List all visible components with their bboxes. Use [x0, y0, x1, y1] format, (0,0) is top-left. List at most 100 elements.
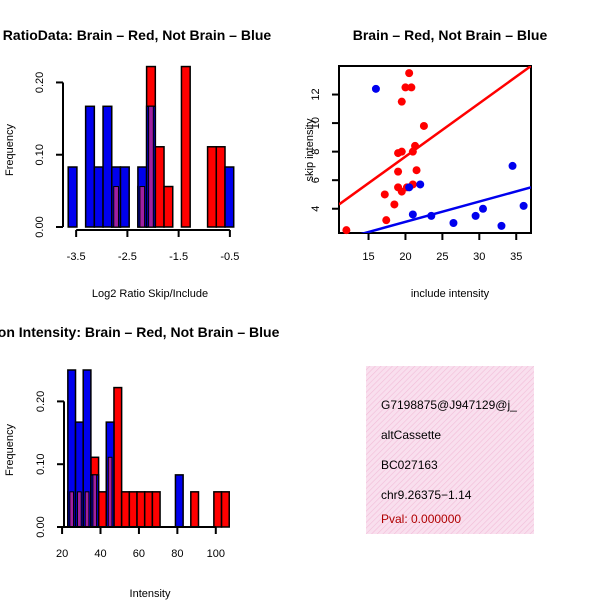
bar-not-brain — [67, 166, 78, 228]
accession-text: BC027163 — [381, 458, 438, 472]
fit-line-not-brain — [360, 186, 531, 233]
point-brain — [394, 183, 403, 192]
x-tick-label: 100 — [207, 548, 225, 560]
point-brain — [412, 166, 421, 175]
point-not-brain — [497, 221, 506, 230]
y-tick-label: 12 — [310, 88, 322, 100]
bar-brain — [190, 491, 200, 528]
y-axis-label: Frequency — [4, 124, 16, 176]
point-brain — [411, 141, 420, 150]
point-not-brain — [408, 210, 417, 219]
y-tick-label: 8 — [310, 149, 322, 155]
point-brain — [401, 83, 410, 92]
y-axis-label: Frequency — [4, 424, 16, 476]
intensity-scatter: Brain – Red, Not Brain – Blue include in… — [304, 27, 547, 300]
fit-line-brain — [339, 66, 531, 206]
bar-brain — [113, 386, 123, 528]
bar-overlap — [148, 105, 154, 228]
bar-brain — [154, 146, 165, 228]
point-brain — [342, 226, 351, 235]
x-tick-label: -1.5 — [169, 251, 188, 263]
bar-brain — [120, 491, 131, 528]
point-not-brain — [508, 161, 517, 170]
x-tick-label: -3.5 — [67, 251, 86, 263]
bar-brain — [136, 491, 146, 528]
bar-brain — [213, 491, 223, 528]
point-not-brain — [416, 180, 425, 189]
bar-not-brain — [102, 105, 113, 228]
bar-overlap — [69, 491, 75, 528]
bar-brain — [180, 65, 191, 228]
point-brain — [419, 121, 428, 130]
point-not-brain — [479, 204, 487, 213]
y-tick-label: 4 — [310, 206, 322, 212]
bar-overlap — [107, 456, 113, 528]
x-tick-label: 60 — [133, 548, 145, 560]
point-not-brain — [427, 211, 436, 220]
x-tick-label: 80 — [171, 548, 183, 560]
bar-brain — [128, 491, 138, 528]
bar-overlap — [84, 491, 90, 528]
x-tick-label: 25 — [436, 251, 448, 263]
y-tick-label: 0.20 — [34, 72, 46, 93]
location-text: chr9.26375−1.14 — [381, 488, 472, 502]
point-brain — [397, 97, 406, 106]
y-tick-label: 0.00 — [35, 516, 47, 537]
bar-brain — [143, 491, 154, 528]
point-brain — [390, 200, 399, 209]
x-axis-label: Log2 Ratio Skip/Include — [92, 288, 208, 300]
bar-not-brain — [224, 166, 235, 228]
bar-not-brain — [119, 166, 130, 228]
point-brain — [380, 190, 389, 199]
point-not-brain — [449, 219, 458, 228]
point-brain — [407, 83, 416, 92]
x-tick-label: 15 — [362, 251, 374, 263]
y-tick-label: 6 — [310, 177, 322, 183]
bar-overlap — [113, 186, 119, 228]
info-panel: G7198875@J947129@j_ altCassette BC027163… — [366, 366, 534, 534]
y-tick-label: 0.20 — [35, 391, 47, 412]
point-not-brain — [371, 84, 380, 93]
x-tick-label: 35 — [510, 251, 522, 263]
bar-brain — [206, 146, 218, 228]
point-brain — [382, 216, 391, 225]
bar-overlap — [92, 474, 98, 528]
point-brain — [397, 147, 406, 156]
point-brain — [394, 167, 403, 176]
x-tick-label: 20 — [56, 548, 68, 560]
y-tick-label: 0.00 — [34, 216, 46, 237]
bar-overlap — [77, 491, 82, 528]
event-type-text: altCassette — [381, 428, 441, 442]
bar-not-brain — [93, 166, 104, 228]
point-not-brain — [519, 201, 528, 210]
x-tick-label: 40 — [94, 548, 106, 560]
intensity-histogram: Exon Intensity: Brain – Red, Not Brain –… — [0, 324, 280, 600]
point-not-brain — [405, 183, 414, 192]
x-tick-label: -2.5 — [118, 251, 137, 263]
point-not-brain — [471, 211, 480, 220]
info-panel-background — [366, 366, 534, 534]
x-tick-label: 30 — [473, 251, 485, 263]
x-tick-label: -0.5 — [220, 251, 239, 263]
y-tick-label: 0.10 — [35, 453, 47, 474]
chart-title: Brain – Red, Not Brain – Blue — [353, 27, 548, 43]
x-axis-label: Intensity — [130, 588, 171, 600]
bar-brain — [215, 146, 226, 228]
ratio-histogram: RatioData: Brain – Red, Not Brain – Blue… — [3, 27, 272, 300]
chart-title: RatioData: Brain – Red, Not Brain – Blue — [3, 27, 272, 43]
y-tick-label: 0.10 — [34, 144, 46, 165]
point-brain — [405, 69, 414, 78]
plot-frame — [338, 65, 532, 234]
probe-id-text: G7198875@J947129@j_ — [381, 398, 517, 412]
bar-not-brain — [174, 474, 184, 528]
bar-not-brain — [84, 105, 96, 228]
bar-brain — [97, 491, 108, 528]
y-tick-label: 10 — [310, 117, 322, 129]
x-axis-label: include intensity — [411, 288, 490, 300]
chart-title: Exon Intensity: Brain – Red, Not Brain –… — [0, 324, 280, 340]
bar-brain — [220, 491, 230, 528]
pval-text: Pval: 0.000000 — [381, 512, 461, 526]
x-tick-label: 20 — [399, 251, 411, 263]
bar-overlap — [139, 186, 146, 228]
